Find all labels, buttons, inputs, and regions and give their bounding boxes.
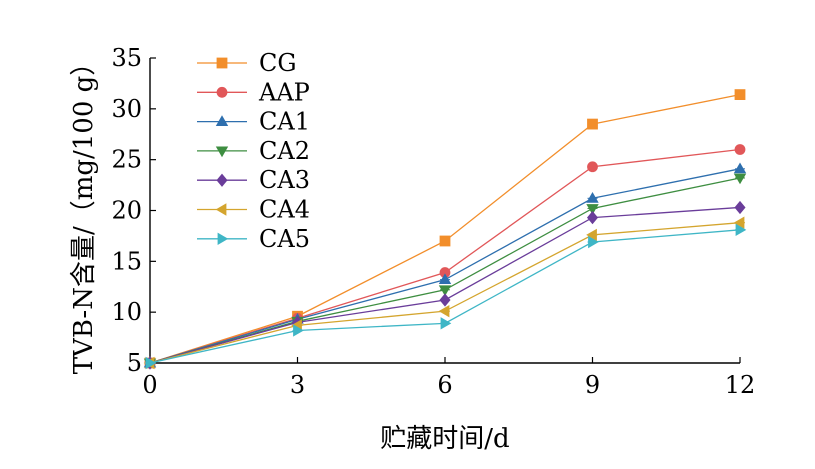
data-point	[734, 89, 746, 100]
x-tick-label: 12	[725, 371, 756, 399]
y-tick-label: 10	[111, 298, 142, 326]
data-point	[438, 285, 452, 297]
legend-marker	[215, 115, 229, 126]
data-point	[586, 210, 599, 225]
data-point	[439, 235, 451, 247]
series-ca5	[145, 223, 747, 370]
y-tick-label: 35	[111, 44, 142, 72]
data-point	[438, 304, 450, 318]
legend-label: CA1	[259, 108, 310, 136]
y-axis-title: TVB-N含量/（mg/100 g）	[69, 50, 99, 375]
data-point	[733, 162, 747, 174]
legend-item-aap: AAP	[197, 78, 310, 106]
data-point	[588, 235, 599, 249]
legend-item-cg: CG	[197, 49, 297, 77]
y-tick-label: 5	[127, 349, 142, 377]
legend-marker	[215, 203, 227, 216]
data-point	[439, 293, 451, 307]
data-point	[586, 204, 599, 215]
legend-label: CA2	[259, 137, 310, 165]
data-point	[587, 118, 598, 130]
legend-label: AAP	[258, 78, 310, 106]
y-tick-label: 15	[111, 247, 142, 275]
series-layer	[143, 89, 747, 370]
data-point	[735, 223, 747, 237]
legend-label: CA4	[259, 196, 310, 224]
data-point	[733, 173, 747, 185]
x-tick-label: 0	[142, 371, 157, 399]
legend-item-ca4: CA4	[197, 196, 310, 224]
x-tick-label: 9	[585, 371, 600, 399]
data-point	[293, 324, 304, 337]
data-point	[586, 192, 599, 203]
legend-marker	[216, 57, 228, 69]
series-aap	[144, 144, 746, 369]
legend-item-ca2: CA2	[197, 137, 310, 165]
data-point	[440, 317, 452, 330]
legend-marker	[216, 173, 228, 187]
legend-marker	[217, 232, 229, 245]
legend-item-ca3: CA3	[197, 166, 310, 194]
legend-marker	[216, 86, 228, 98]
axes: 0 3 6 9 12 5 10 15 20 25 30 35	[111, 44, 755, 399]
legend-label: CA3	[259, 166, 310, 194]
legend-item-ca5: CA5	[197, 225, 310, 253]
data-point	[587, 161, 598, 173]
data-point	[438, 273, 452, 285]
y-tick-label: 30	[111, 95, 142, 123]
series-line	[149, 168, 741, 364]
legend-label: CG	[259, 49, 297, 77]
y-tick-label: 20	[111, 197, 142, 225]
legend-label: CA5	[259, 225, 310, 253]
data-point	[733, 216, 745, 229]
series-ca4	[143, 216, 745, 370]
x-axis-title: 贮藏时间/d	[380, 424, 509, 454]
data-point	[586, 228, 597, 242]
x-tick-label: 3	[290, 371, 305, 399]
x-tick-label: 6	[437, 371, 452, 399]
data-point	[734, 144, 746, 155]
legend-item-ca1: CA1	[197, 108, 310, 136]
data-point	[734, 200, 746, 215]
series-line	[149, 148, 741, 364]
y-tick-label: 25	[111, 146, 142, 174]
legend-marker	[215, 146, 229, 158]
series-line	[149, 206, 741, 364]
data-point	[145, 356, 157, 370]
